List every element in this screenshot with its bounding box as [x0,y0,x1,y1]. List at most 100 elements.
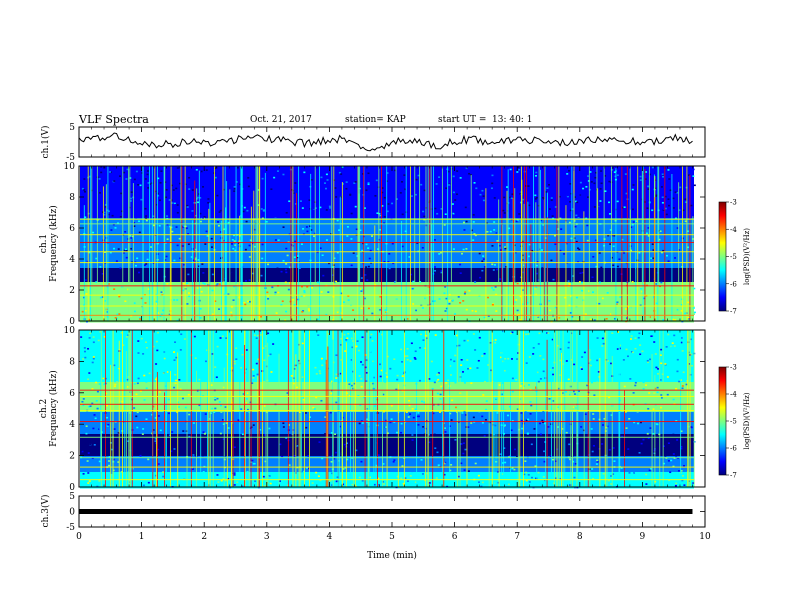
heatmap-cell [199,212,202,215]
heatmap-cell [306,286,309,288]
heatmap-cell [616,237,619,239]
heatmap-cell [683,484,686,486]
heatmap-cell [279,302,282,304]
heatmap-sferic [154,166,156,321]
heatmap-cell [366,408,369,410]
heatmap-sferic [651,354,653,487]
heatmap-cell [276,170,279,172]
heatmap-cell [552,400,555,402]
heatmap-sferic [256,166,258,321]
heatmap-cell [395,347,398,349]
heatmap-cell [124,223,127,226]
heatmap-cell [432,412,435,415]
heatmap-cell [317,277,320,280]
heatmap-sferic [87,166,89,321]
heatmap-cell [111,214,114,217]
heatmap-cell [205,230,208,233]
heatmap-cell [692,175,695,177]
heatmap-cell [103,166,106,169]
heatmap-cell [211,273,214,276]
heatmap-cell [494,341,497,344]
heatmap-sferic [425,166,427,321]
heatmap-cell [260,315,263,318]
heatmap-cell [111,448,114,451]
heatmap-cell [474,462,477,465]
heatmap-cell [173,448,176,450]
heatmap-cell [558,190,561,192]
heatmap-cell [209,412,212,414]
heatmap-cell [572,275,575,277]
heatmap-cell [350,238,353,240]
heatmap-sferic [642,166,644,321]
heatmap-cell [532,486,535,489]
heatmap-cell [188,413,191,416]
heatmap-cell [395,431,398,434]
heatmap-cell [513,468,516,471]
heatmap-cell [345,339,348,341]
heatmap-cell [286,392,289,394]
heatmap-cell [123,279,126,281]
heatmap-cell [187,292,190,294]
heatmap-cell [417,424,420,426]
heatmap-cell [616,174,619,177]
heatmap-cell [592,413,595,415]
heatmap-cell [467,445,470,448]
heatmap-cell [471,280,474,282]
heatmap-sferic [397,384,399,487]
heatmap-sferic [90,166,92,321]
heatmap-cell [360,290,363,292]
ch1-spectrogram-image [80,166,696,323]
heatmap-cell [394,169,397,172]
heatmap-sferic [339,330,340,487]
heatmap-cell [331,380,334,383]
heatmap-cell [172,200,175,202]
heatmap-cell [479,276,482,279]
heatmap-cell [547,332,550,334]
heatmap-cell [124,248,127,251]
heatmap-cell [649,468,652,470]
heatmap-cell [652,408,655,410]
heatmap-cell [374,195,377,197]
heatmap-sferic [596,166,598,321]
heatmap-cell [688,444,691,446]
heatmap-cell [271,373,274,375]
heatmap-cell [346,235,349,237]
heatmap-sferic [427,330,429,487]
heatmap-cell [142,353,145,355]
heatmap-cell [662,462,665,465]
heatmap-cell [284,384,287,386]
heatmap-cell [660,394,663,396]
heatmap-cell [202,217,205,219]
heatmap-cell [182,430,185,432]
heatmap-cell [592,375,595,378]
heatmap-cell [520,485,523,488]
heatmap-sferic [456,347,458,487]
heatmap-cell [506,475,509,478]
heatmap-sferic [181,166,183,321]
heatmap-sferic [131,330,133,487]
heatmap-cell [106,404,109,407]
heatmap-cell [550,199,553,202]
heatmap-cell [260,208,263,210]
heatmap-cell [632,472,635,474]
heatmap-cell [459,263,462,266]
heatmap-cell [436,212,439,215]
heatmap-cell [677,470,680,472]
heatmap-cell [581,271,584,274]
heatmap-cell [200,234,203,237]
heatmap-cell [232,437,235,440]
heatmap-cell [511,407,514,410]
heatmap-cell [391,202,394,205]
heatmap-cell [647,235,650,237]
heatmap-cell [351,449,354,452]
heatmap-cell [149,349,152,352]
heatmap-cell [311,401,314,404]
heatmap-cell [87,482,90,484]
heatmap-cell [283,448,286,451]
heatmap-cell [510,197,513,200]
heatmap-cell [692,305,695,308]
heatmap-cell [96,407,99,410]
heatmap-cell [285,271,288,274]
heatmap-sferic [341,330,343,487]
heatmap-cell [334,187,337,189]
